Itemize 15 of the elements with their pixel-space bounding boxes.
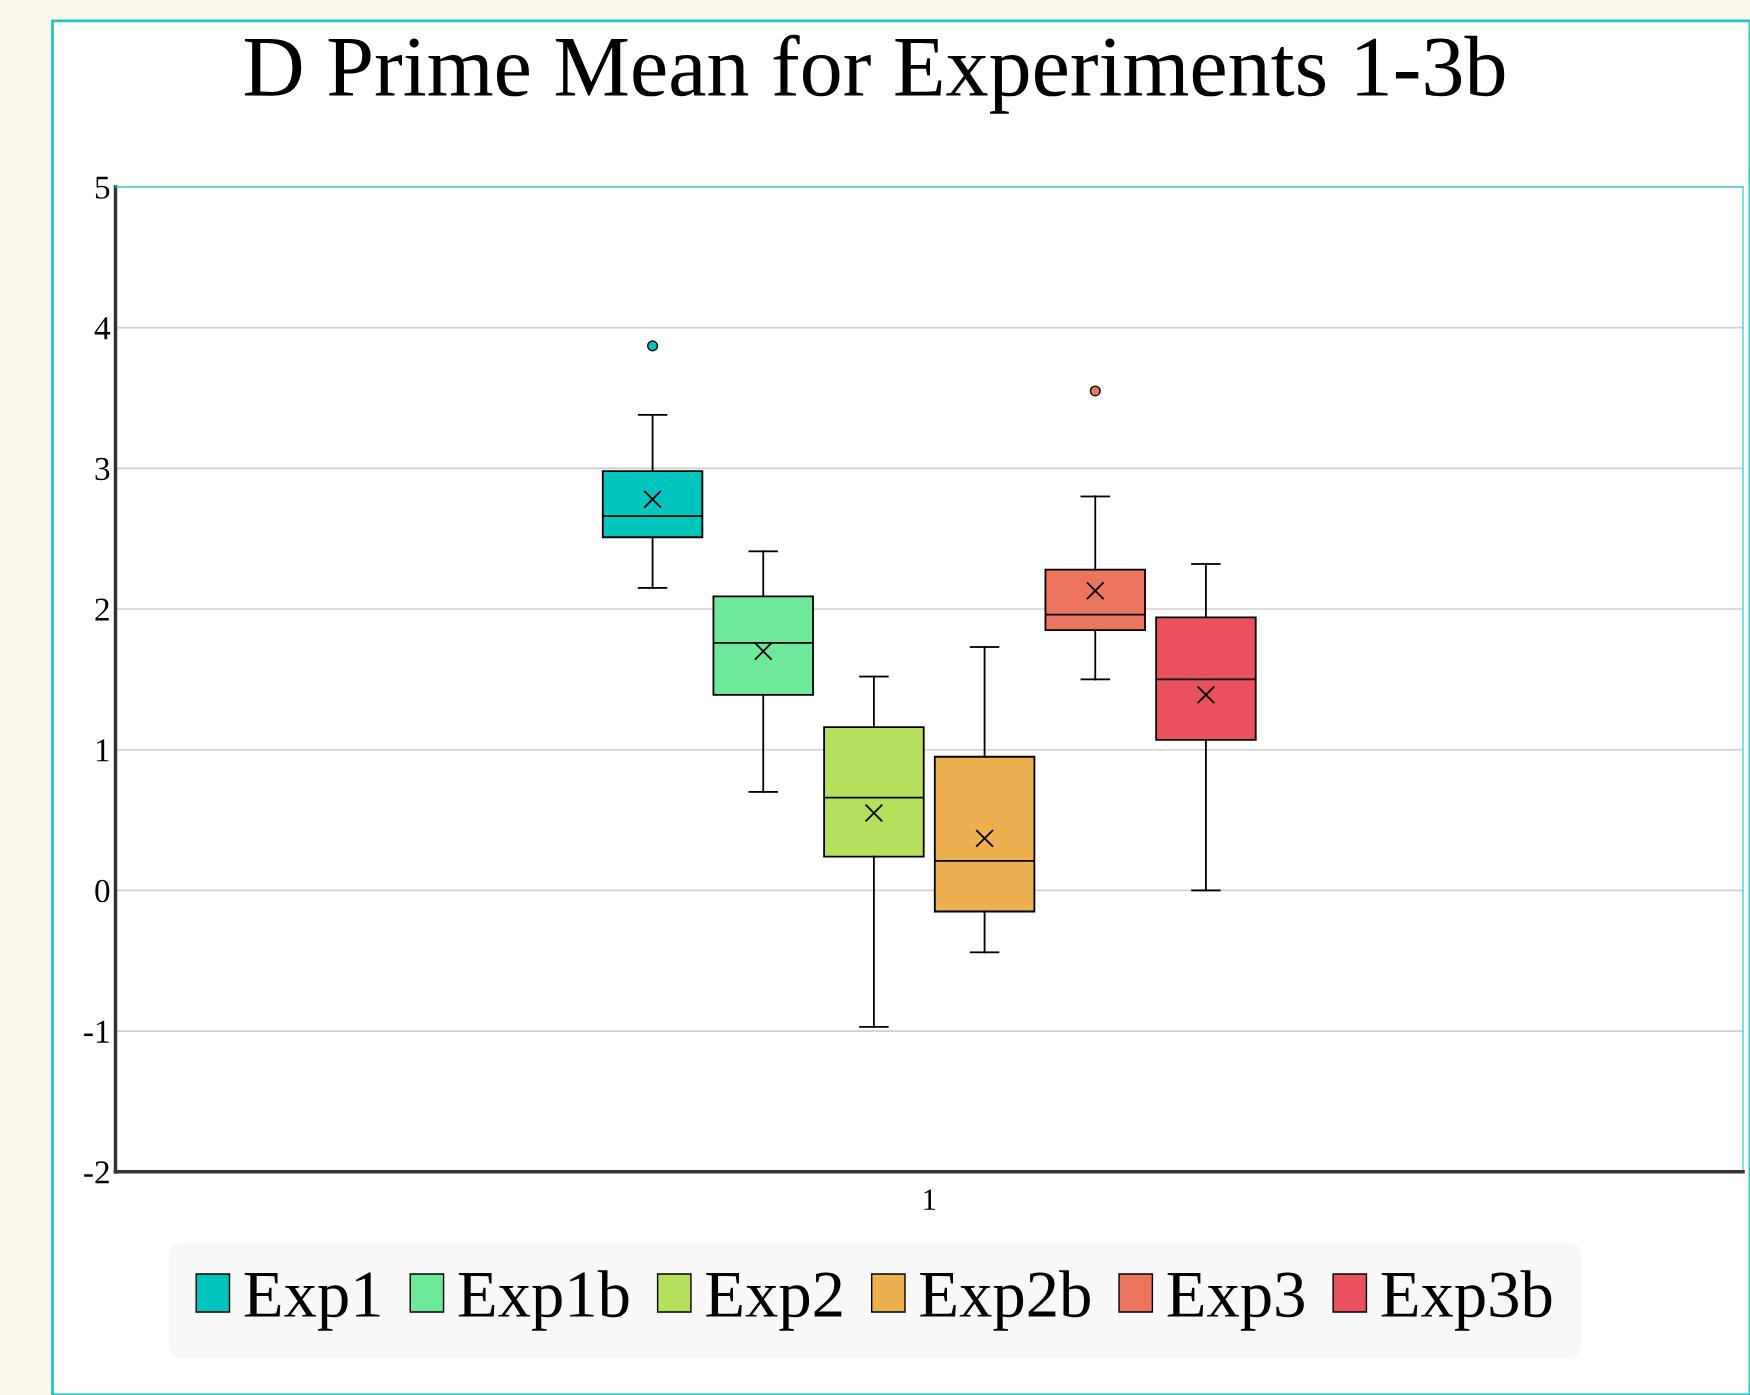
- y-tick-label: 0: [95, 879, 110, 903]
- chart-title: D Prime Mean for Experiments 1-3b: [244, 34, 1505, 114]
- y-tick-label: 1: [96, 739, 109, 762]
- legend-label: Exp3: [1167, 1272, 1304, 1331]
- y-tick-label: 4: [94, 317, 111, 340]
- y-tick-label: -2: [84, 1161, 109, 1184]
- y-tick-label: 3: [95, 457, 110, 481]
- legend-label: Exp1: [244, 1272, 380, 1331]
- legend-label: Exp1b: [458, 1270, 629, 1331]
- legend-label: Exp2: [706, 1272, 842, 1331]
- legend-label: Exp3b: [1381, 1270, 1552, 1331]
- y-tick-label: 2: [95, 598, 109, 621]
- y-tick-label: 5: [95, 176, 110, 199]
- y-tick-label: -1: [84, 1020, 109, 1043]
- legend-label: Exp2b: [920, 1270, 1090, 1331]
